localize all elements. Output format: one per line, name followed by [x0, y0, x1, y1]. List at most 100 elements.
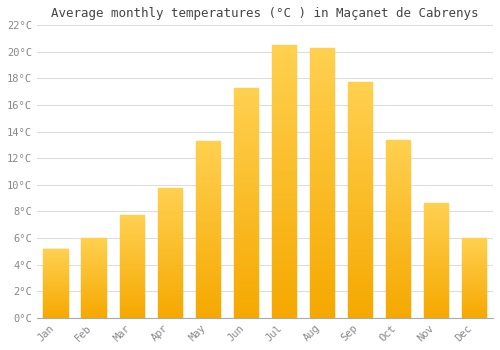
Bar — [234, 118, 258, 120]
Bar — [424, 223, 448, 224]
Bar — [462, 244, 486, 245]
Bar — [82, 241, 106, 242]
Bar — [424, 203, 448, 205]
Bar — [462, 280, 486, 281]
Bar — [386, 164, 410, 166]
Bar — [310, 291, 334, 294]
Bar — [310, 102, 334, 105]
Bar — [82, 306, 106, 307]
Bar — [44, 256, 68, 257]
Bar — [82, 290, 106, 291]
Bar — [44, 299, 68, 300]
Bar — [310, 226, 334, 229]
Bar — [234, 104, 258, 106]
Bar — [196, 302, 220, 304]
Bar — [424, 290, 448, 292]
Bar — [462, 284, 486, 285]
Bar — [120, 260, 144, 261]
Bar — [272, 315, 296, 318]
Bar — [310, 183, 334, 186]
Bar — [120, 294, 144, 295]
Bar — [310, 242, 334, 245]
Bar — [196, 244, 220, 245]
Bar — [386, 241, 410, 243]
Bar — [44, 258, 68, 259]
Bar — [272, 89, 296, 92]
Bar — [272, 86, 296, 89]
Bar — [234, 95, 258, 97]
Bar — [348, 132, 372, 134]
Bar — [158, 292, 182, 293]
Bar — [310, 302, 334, 304]
Bar — [348, 245, 372, 247]
Bar — [272, 228, 296, 231]
Bar — [310, 280, 334, 283]
Bar — [158, 255, 182, 257]
Bar — [272, 296, 296, 299]
Bar — [310, 188, 334, 191]
Bar — [272, 272, 296, 274]
Bar — [234, 284, 258, 286]
Bar — [386, 195, 410, 197]
Bar — [196, 295, 220, 297]
Bar — [272, 45, 296, 48]
Bar — [158, 208, 182, 210]
Bar — [44, 280, 68, 281]
Bar — [272, 244, 296, 247]
Bar — [82, 245, 106, 246]
Bar — [272, 54, 296, 56]
Bar — [386, 256, 410, 257]
Bar — [462, 305, 486, 306]
Bar — [44, 281, 68, 282]
Bar — [234, 288, 258, 290]
Bar — [196, 178, 220, 180]
Bar — [234, 136, 258, 138]
Bar — [386, 207, 410, 209]
Bar — [424, 279, 448, 280]
Bar — [348, 134, 372, 136]
Bar — [462, 313, 486, 314]
Bar — [386, 288, 410, 289]
Bar — [234, 224, 258, 226]
Bar — [462, 293, 486, 294]
Bar — [386, 239, 410, 241]
Bar — [424, 203, 448, 318]
Bar — [234, 313, 258, 316]
Bar — [196, 256, 220, 258]
Bar — [82, 282, 106, 283]
Bar — [348, 198, 372, 200]
Bar — [462, 253, 486, 254]
Bar — [310, 199, 334, 202]
Bar — [424, 270, 448, 271]
Bar — [158, 215, 182, 216]
Bar — [120, 235, 144, 236]
Bar — [120, 317, 144, 318]
Bar — [120, 257, 144, 258]
Bar — [310, 56, 334, 59]
Bar — [234, 260, 258, 262]
Bar — [44, 284, 68, 285]
Bar — [82, 285, 106, 286]
Bar — [348, 247, 372, 250]
Bar — [386, 250, 410, 252]
Bar — [272, 280, 296, 282]
Bar — [196, 194, 220, 196]
Bar — [348, 186, 372, 188]
Bar — [120, 241, 144, 242]
Bar — [310, 231, 334, 234]
Bar — [386, 181, 410, 182]
Bar — [386, 277, 410, 279]
Bar — [44, 306, 68, 307]
Bar — [234, 111, 258, 113]
Bar — [462, 269, 486, 270]
Bar — [386, 222, 410, 223]
Bar — [386, 238, 410, 239]
Bar — [234, 106, 258, 108]
Bar — [196, 199, 220, 201]
Bar — [82, 240, 106, 241]
Bar — [310, 272, 334, 275]
Bar — [348, 118, 372, 120]
Bar — [196, 205, 220, 206]
Bar — [424, 252, 448, 253]
Bar — [196, 293, 220, 295]
